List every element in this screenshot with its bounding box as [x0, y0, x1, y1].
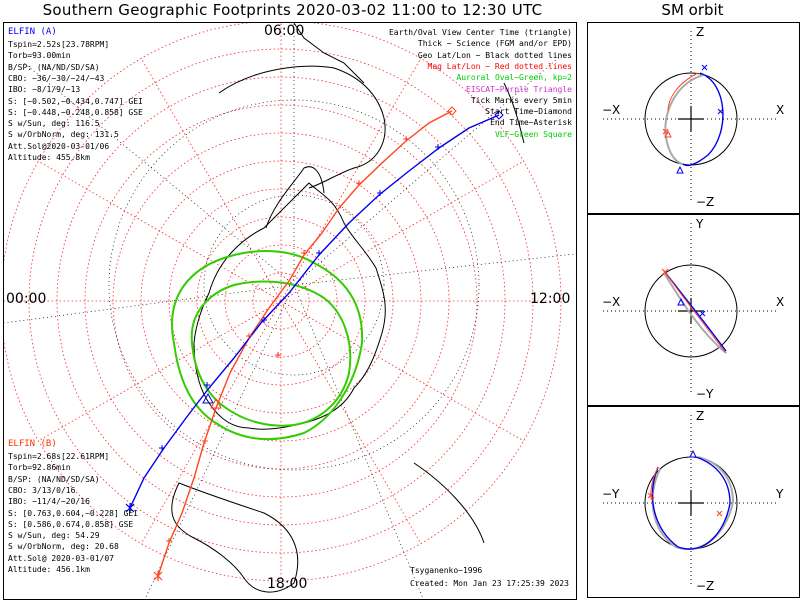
legend-item: End Time−Asterisk [490, 118, 572, 128]
elfin-b-info-line: S: [0.763,0.604,−0.228] GEI [8, 508, 139, 518]
elfin-b-info-line: Att.Sol@ 2020-03-01/07 [8, 553, 114, 563]
elfin-a-center-triangle [202, 392, 214, 404]
legend-item: Geo Lat/Lon − Black dotted lines [417, 50, 572, 60]
elfin-b-info-line: S w/OrbNorm, deg: 20.68 [8, 542, 119, 552]
elfin-b-start-diamond [447, 106, 457, 116]
elfin-a-info-line: CBO: −36/−30/−24/−43 [8, 73, 105, 83]
legend-item: EISCAT−Purple Triangle [466, 84, 572, 94]
legend-item: Start Time−Diamond [485, 107, 572, 117]
coastlines [171, 23, 525, 593]
page-title: Southern Geographic Footprints 2020-03-0… [42, 1, 543, 19]
elfin-b-info-line: S w/Sun, deg: 54.29 [8, 531, 100, 541]
elfin-b-info-line: B/SP: (NA/ND/SD/SA) [8, 474, 100, 484]
sm-xz-canvas [603, 31, 779, 201]
sm-xy-top-label: Y [696, 217, 704, 231]
sm-xz-top-label: Z [696, 25, 705, 39]
elfin-a-info-line: Altitude: 455.8km [8, 153, 90, 162]
elfin-a-name: ELFIN (A) [8, 27, 57, 37]
legend-item: Mag Lat/Lon − Red dotted lines [427, 61, 573, 71]
elfin-b-info-line: Altitude: 456.1km [8, 565, 90, 574]
elfin-a-start-diamond [494, 110, 504, 120]
sm-xz-right-label: X [776, 103, 785, 117]
elfin-b-info-line: Torb=92.86min [8, 463, 71, 473]
elfin-b-info-line: S: [0.586,0.674,0.858] GSE [8, 519, 134, 529]
mag-pole-marker [275, 352, 281, 358]
sm-orbit-title: SM orbit [661, 1, 724, 19]
sm-xy-bottom-label: −Y [696, 387, 714, 401]
sm-panel-yz: Z −Z −Y Y [587, 406, 800, 598]
legend-item: VLF−Green Square [494, 129, 572, 139]
legend-item: Auroral Oval−Green, kp=2 [456, 73, 572, 83]
legend-item: Earth/Oval View Center Time (triangle) [388, 28, 572, 37]
elfin-b-end-asterisk [153, 571, 163, 581]
mlt-label-bottom: 18:00 [267, 576, 308, 592]
auroral-oval [171, 250, 364, 441]
sm-panel-xz: Z −Z −X X [587, 22, 800, 214]
legend-item: Thick − Science (FGM and/or EPD) [417, 39, 572, 49]
elfin-a-info-line: S w/OrbNorm, deg: 131.5 [8, 130, 119, 140]
elfin-b-ticks [166, 136, 409, 544]
polar-map-canvas [4, 23, 576, 599]
elfin-a-info-line: Torb=93.00min [8, 51, 71, 61]
sm-yz-top-label: Z [696, 409, 705, 423]
model-label: Tsyganenko−1996 [410, 566, 483, 575]
elfin-b-center-triangle [210, 397, 222, 409]
elfin-a-end-asterisk [125, 503, 135, 513]
footprint-map: 06:00 00:00 12:00 18:00 ELFIN (A) Tspin=… [3, 22, 577, 600]
elfin-b-info-line: CBO: 3/13/0/16 [8, 485, 76, 495]
elfin-a-info-line: B/SP: (NA/ND/SD/SA) [8, 62, 100, 72]
elfin-a-info-line: S w/Sun, deg: 116.5 [8, 119, 100, 129]
sm-xz-bottom-label: −Z [696, 195, 715, 209]
sm-xy-right-label: X [776, 295, 785, 309]
sm-yz-canvas [603, 415, 779, 585]
sm-xz-left-label: −X [602, 103, 621, 117]
sm-yz-left-label: −Y [602, 487, 620, 501]
sm-panel-xy: Y −Y −X X [587, 214, 800, 406]
elfin-b-info-line: IBO: −11/4/−20/16 [8, 497, 90, 507]
sm-xy-left-label: −X [602, 295, 621, 309]
legend-item: Tick Marks every 5min [470, 95, 572, 105]
sm-yz-right-label: Y [776, 487, 784, 501]
elfin-b-name: ELFIN (B) [8, 439, 57, 449]
created-label: Created: Mon Jan 23 17:25:39 2023 [410, 579, 569, 588]
elfin-a-track [129, 114, 500, 509]
elfin-a-info-line: Tspin=2.52s[23.78RPM] [8, 40, 110, 49]
geo-grid [4, 23, 576, 599]
elfin-b-info-line: Tspin=2.68s[22.61RPM] [8, 452, 110, 461]
elfin-b-track [157, 110, 453, 577]
mlt-label-right: 12:00 [530, 291, 571, 307]
sm-xy-canvas [603, 223, 779, 393]
elfin-a-info-line: S: [−0.448,−0.248,0.858] GSE [8, 107, 143, 117]
mlt-label-top: 06:00 [264, 23, 305, 39]
elfin-a-info-line: IBO: −8/1/9/−13 [8, 85, 81, 95]
sm-yz-bottom-label: −Z [696, 579, 715, 593]
elfin-a-info-line: S: [−0.502,−0.434,0.747] GEI [8, 96, 143, 106]
elfin-a-ticks [159, 144, 441, 451]
mlt-label-left: 00:00 [6, 291, 47, 307]
elfin-a-info-line: Att.Sol@2020-03-01/06 [8, 141, 110, 151]
